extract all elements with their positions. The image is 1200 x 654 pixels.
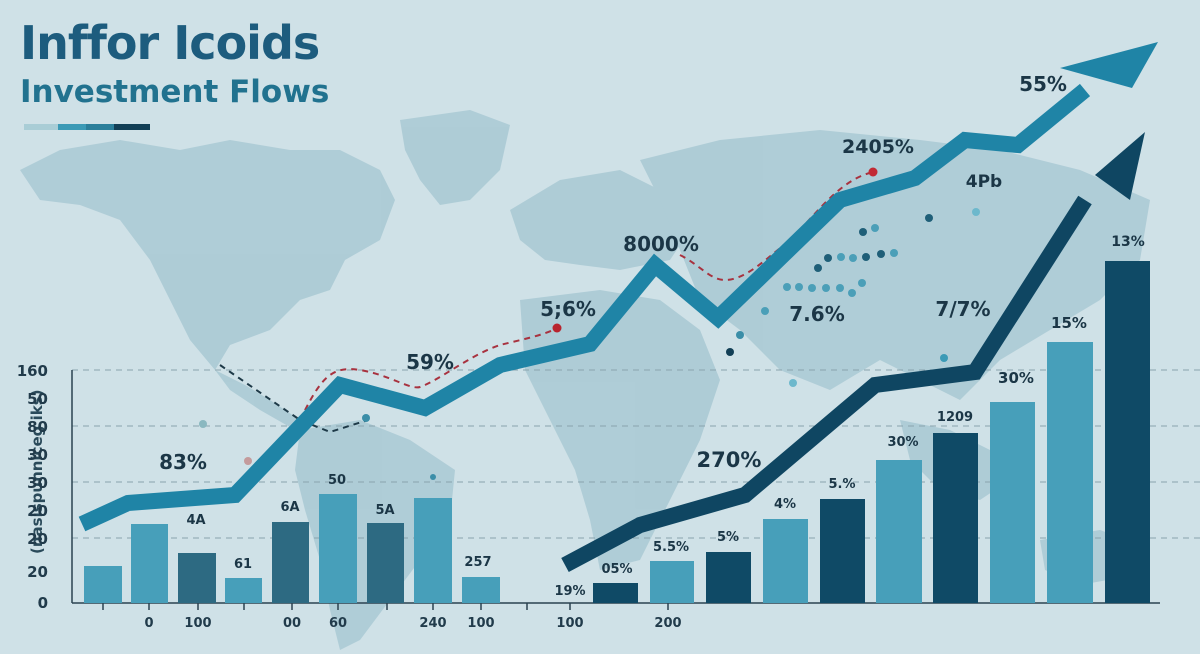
x-tick: 100 bbox=[556, 616, 584, 631]
y-tick: 50 bbox=[27, 390, 48, 408]
annotation-label: 7/7% bbox=[935, 297, 991, 321]
y-tick: 20 bbox=[27, 563, 48, 581]
bar-label: 5.5% bbox=[652, 540, 690, 555]
bar-label: 13% bbox=[1111, 234, 1145, 250]
bar-label: 30% bbox=[887, 435, 919, 450]
bar-label: 257 bbox=[464, 555, 492, 570]
annotation-label: 4Pb bbox=[965, 172, 1003, 192]
bar-label: 19% bbox=[554, 584, 586, 599]
dark-trend-arrow bbox=[561, 132, 1145, 573]
x-tick: 240 bbox=[419, 616, 447, 631]
bar-label: 5% bbox=[716, 530, 740, 545]
bar-label: 6A bbox=[280, 500, 300, 515]
y-tick: 160 bbox=[16, 362, 48, 380]
y-tick: 30 bbox=[27, 474, 48, 492]
bar-label: 50 bbox=[327, 473, 347, 488]
bar-label: 4% bbox=[773, 497, 797, 512]
x-tick: 100 bbox=[184, 616, 212, 631]
y-tick: 0 bbox=[37, 594, 48, 612]
bars bbox=[84, 261, 1150, 603]
page-title: Inffor Icoids bbox=[20, 16, 320, 70]
x-tick: 00 bbox=[282, 616, 302, 631]
annotation-label: 59% bbox=[406, 350, 454, 374]
bar-label: 61 bbox=[233, 557, 253, 572]
y-tick: 80 bbox=[27, 418, 48, 436]
x-tick: 100 bbox=[467, 616, 495, 631]
x-tick: 60 bbox=[328, 616, 348, 631]
y-tick: 30 bbox=[27, 446, 48, 464]
y-tick: 20 bbox=[27, 530, 48, 548]
light-trend-arrow bbox=[78, 42, 1158, 532]
bar-label: 5.% bbox=[828, 477, 856, 492]
bar-label: 5A bbox=[375, 503, 395, 518]
markers bbox=[199, 167, 980, 480]
x-axis-ticks bbox=[102, 603, 669, 610]
x-tick: 0 bbox=[144, 616, 154, 631]
bar-label: 30% bbox=[998, 369, 1034, 387]
annotation-label: 270% bbox=[696, 448, 762, 472]
page-subtitle: Investment Flows bbox=[20, 74, 330, 110]
y-tick: 20 bbox=[27, 502, 48, 520]
annotation-label: 5;6% bbox=[540, 297, 596, 321]
title-accent-bar bbox=[24, 124, 150, 130]
x-tick: 200 bbox=[654, 616, 682, 631]
bar-label: 05% bbox=[601, 562, 633, 577]
annotation-label: 83% bbox=[159, 450, 207, 474]
bar-label: 4A bbox=[186, 513, 206, 528]
bar-label: 1209 bbox=[936, 410, 974, 425]
annotation-label: 8000% bbox=[623, 232, 699, 256]
annotation-label: 55% bbox=[1019, 72, 1067, 96]
dashed-flow-lines bbox=[219, 171, 874, 434]
bar-label: 15% bbox=[1051, 314, 1087, 332]
annotation-label: 2405% bbox=[842, 136, 914, 158]
annotation-label: 7.6% bbox=[789, 302, 845, 326]
